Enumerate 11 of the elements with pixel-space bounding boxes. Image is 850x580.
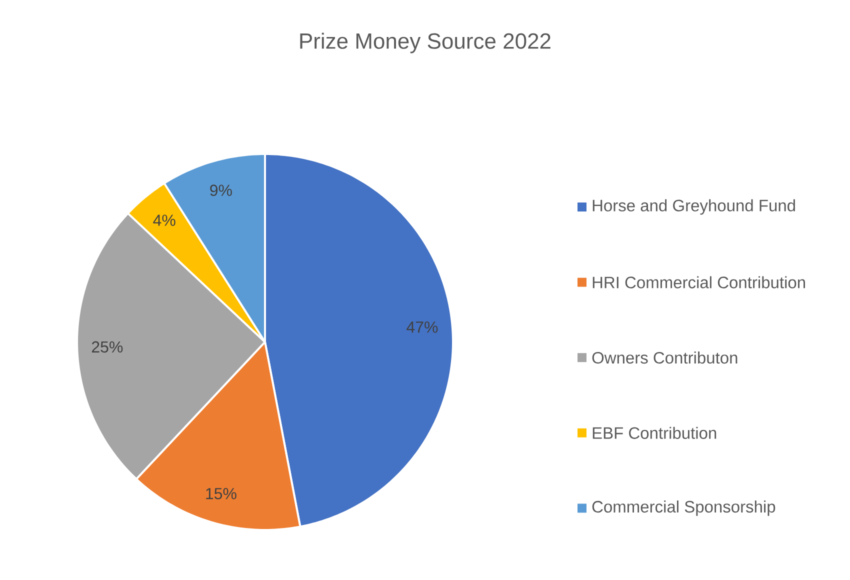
- data-label: 4%: [153, 214, 176, 226]
- legend-label: Commercial Sponsorship: [592, 500, 776, 516]
- legend-label: EBF Contribution: [592, 426, 716, 439]
- data-label: 47%: [406, 322, 438, 333]
- chart-title: Prize Money Source 2022: [300, 32, 550, 54]
- legend-label: HRI Commercial Contribution: [592, 276, 805, 288]
- data-label: 15%: [206, 488, 236, 500]
- data-label: 9%: [210, 184, 232, 196]
- data-label: 25%: [92, 341, 123, 353]
- legend-label: Owners Contributon: [592, 352, 738, 364]
- legend-label: Horse and Greyhound Fund: [592, 199, 795, 215]
